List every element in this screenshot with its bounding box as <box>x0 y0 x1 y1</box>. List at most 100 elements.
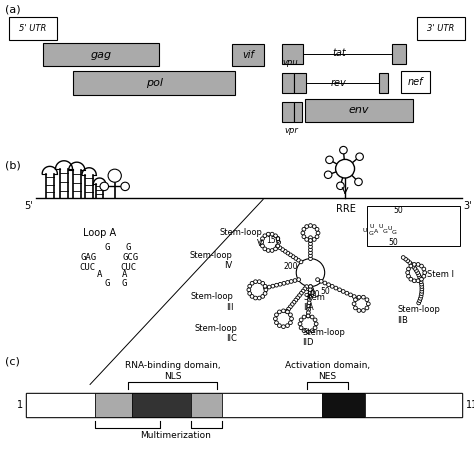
Circle shape <box>354 306 357 310</box>
Circle shape <box>309 251 312 254</box>
Circle shape <box>306 314 310 318</box>
Bar <box>367 206 460 246</box>
Circle shape <box>307 308 310 311</box>
Circle shape <box>337 182 344 190</box>
Circle shape <box>289 253 292 257</box>
Circle shape <box>297 278 301 281</box>
Circle shape <box>303 287 307 291</box>
Circle shape <box>319 280 323 283</box>
Circle shape <box>419 292 423 295</box>
Circle shape <box>420 289 424 293</box>
Circle shape <box>314 322 318 326</box>
Text: Stem
IIA: Stem IIA <box>303 293 325 312</box>
Circle shape <box>323 281 327 285</box>
Bar <box>43 43 159 66</box>
Circle shape <box>274 313 278 317</box>
Circle shape <box>100 182 109 191</box>
Text: Multimerization: Multimerization <box>140 431 211 439</box>
Circle shape <box>356 296 360 300</box>
Text: Stem-loop
IIC: Stem-loop IIC <box>194 324 237 343</box>
Circle shape <box>352 295 356 298</box>
Circle shape <box>308 295 311 298</box>
Circle shape <box>407 267 410 271</box>
Circle shape <box>285 324 289 328</box>
Circle shape <box>277 324 281 328</box>
Text: 116: 116 <box>465 400 474 410</box>
Circle shape <box>316 231 320 235</box>
Circle shape <box>420 287 424 291</box>
Text: nef: nef <box>408 77 423 87</box>
Circle shape <box>310 329 314 333</box>
Text: Stem-loop
IV: Stem-loop IV <box>190 251 232 270</box>
Circle shape <box>298 322 302 326</box>
Circle shape <box>362 295 365 299</box>
Circle shape <box>309 239 312 242</box>
Text: A: A <box>374 229 378 233</box>
Circle shape <box>274 321 278 325</box>
Circle shape <box>250 281 254 285</box>
Bar <box>401 71 430 93</box>
Circle shape <box>414 269 418 273</box>
Text: (a): (a) <box>5 5 20 14</box>
Bar <box>305 99 413 122</box>
Text: Stem I: Stem I <box>427 269 454 279</box>
Circle shape <box>341 289 345 293</box>
Circle shape <box>418 275 421 279</box>
Circle shape <box>309 248 312 252</box>
Circle shape <box>313 326 317 330</box>
Text: G: G <box>383 229 387 234</box>
Circle shape <box>417 301 420 305</box>
Circle shape <box>287 307 291 311</box>
Bar <box>222 393 322 417</box>
Circle shape <box>315 227 319 231</box>
Circle shape <box>290 303 294 307</box>
Bar <box>95 393 132 417</box>
Circle shape <box>275 244 279 248</box>
Circle shape <box>254 296 257 300</box>
Bar <box>417 17 465 40</box>
Circle shape <box>277 310 282 314</box>
Circle shape <box>286 281 290 284</box>
Circle shape <box>312 225 316 228</box>
Circle shape <box>366 302 370 306</box>
Circle shape <box>419 282 423 286</box>
Text: 50: 50 <box>389 238 398 247</box>
Circle shape <box>266 232 270 236</box>
Circle shape <box>306 330 310 334</box>
Circle shape <box>365 298 369 302</box>
Circle shape <box>301 231 305 235</box>
Circle shape <box>311 291 315 295</box>
Circle shape <box>308 298 311 302</box>
Circle shape <box>357 308 361 312</box>
Text: GAG: GAG <box>81 253 97 262</box>
Text: RNA-binding domain,
NLS: RNA-binding domain, NLS <box>125 361 220 381</box>
Circle shape <box>349 293 353 297</box>
Circle shape <box>302 315 306 319</box>
Circle shape <box>309 224 312 227</box>
Text: G: G <box>369 232 374 236</box>
Circle shape <box>247 288 251 292</box>
Text: A: A <box>97 270 102 280</box>
Circle shape <box>309 286 313 290</box>
Circle shape <box>294 256 298 260</box>
Text: Loop A: Loop A <box>83 228 116 238</box>
Text: 3' UTR: 3' UTR <box>427 24 455 33</box>
Text: U: U <box>378 225 383 229</box>
Circle shape <box>309 245 312 248</box>
Bar <box>26 393 95 417</box>
Bar <box>294 73 306 93</box>
Circle shape <box>416 279 420 283</box>
Circle shape <box>412 262 416 266</box>
Circle shape <box>307 301 311 305</box>
Circle shape <box>418 299 421 302</box>
Circle shape <box>278 246 282 250</box>
Circle shape <box>276 244 280 248</box>
Text: G: G <box>104 279 109 288</box>
Circle shape <box>357 295 361 299</box>
Circle shape <box>289 321 292 325</box>
Circle shape <box>305 285 309 288</box>
Text: U: U <box>363 228 367 233</box>
Bar <box>9 17 57 40</box>
Circle shape <box>412 279 416 283</box>
Bar <box>294 102 302 122</box>
